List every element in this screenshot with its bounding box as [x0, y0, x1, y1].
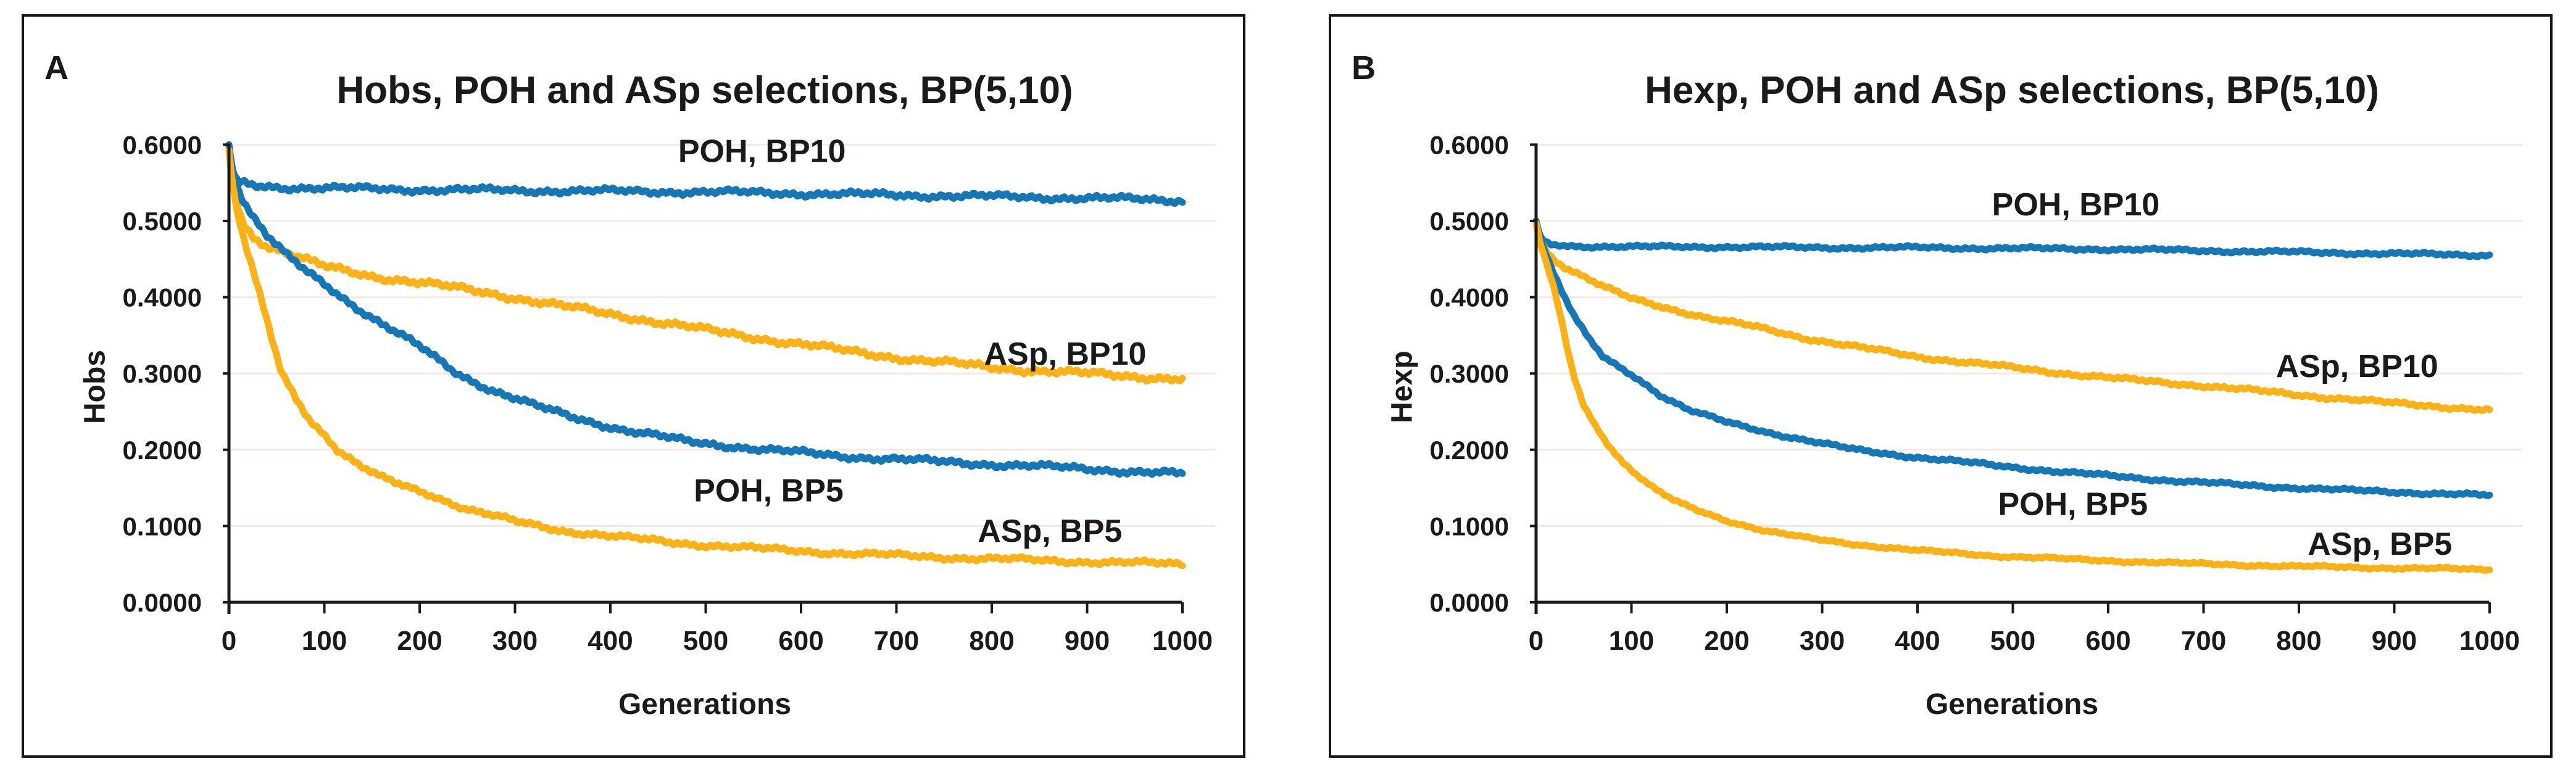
axes-layer: 0 100 200 300 400 500 600 700 800 900 1000 0.6000 0.…: [123, 130, 1213, 656]
chart-a-svg: 0 100 200 300 400 500 600 700 800 900 1000 0.6000 0.…: [44, 49, 1215, 721]
svg-text:0.3000: 0.3000: [1430, 359, 1509, 388]
svg-text:700: 700: [2181, 626, 2226, 656]
panel-b-letter: B: [1352, 49, 1376, 86]
svg-text:400: 400: [1895, 626, 1940, 656]
panel-b: 0 100 200 300 400 500 600 700 800 900 1000 0.6000 0.…: [1329, 14, 2553, 758]
svg-text:0.4000: 0.4000: [123, 283, 202, 312]
svg-text:100: 100: [302, 626, 347, 656]
axes-layer: 0 100 200 300 400 500 600 700 800 900 1000 0.6000 0.…: [1430, 130, 2520, 656]
svg-text:600: 600: [778, 626, 823, 656]
svg-text:POH, BP5: POH, BP5: [1998, 487, 2148, 523]
svg-text:0.2000: 0.2000: [1430, 436, 1509, 465]
panel-b-chart-title: Hexp, POH and ASp selections, BP(5,10): [1645, 69, 2379, 112]
svg-text:0.0000: 0.0000: [1430, 588, 1509, 617]
svg-text:ASp, BP10: ASp, BP10: [2276, 349, 2438, 384]
x-axis-title-a: Generations: [618, 688, 791, 721]
svg-text:ASp, BP5: ASp, BP5: [978, 513, 1122, 549]
svg-text:0.1000: 0.1000: [123, 512, 202, 541]
svg-text:800: 800: [969, 626, 1014, 656]
svg-text:400: 400: [588, 626, 633, 656]
svg-text:0.5000: 0.5000: [123, 207, 202, 236]
svg-text:200: 200: [1704, 626, 1749, 656]
svg-text:POH, BP5: POH, BP5: [694, 473, 844, 508]
svg-text:0.0000: 0.0000: [123, 588, 202, 617]
svg-text:0: 0: [222, 626, 236, 656]
series-labels: POH, BP10 ASp, BP10 POH, BP5 ASp, BP5: [1992, 187, 2453, 562]
svg-text:600: 600: [2085, 626, 2130, 656]
svg-text:800: 800: [2276, 626, 2321, 656]
svg-text:900: 900: [1065, 626, 1110, 656]
svg-text:0.4000: 0.4000: [1430, 283, 1509, 312]
svg-text:300: 300: [492, 626, 538, 656]
svg-text:0.6000: 0.6000: [1430, 130, 1509, 159]
x-axis-title-b: Generations: [1926, 688, 2098, 721]
panel-a-chart-title: Hobs, POH and ASp selections, BP(5,10): [336, 69, 1073, 112]
svg-text:500: 500: [683, 626, 728, 656]
y-axis-title-a: Hobs: [79, 350, 112, 424]
svg-text:100: 100: [1609, 626, 1654, 656]
svg-text:POH, BP10: POH, BP10: [678, 133, 846, 169]
svg-text:300: 300: [1800, 626, 1845, 656]
panel-a: 0 100 200 300 400 500 600 700 800 900 1000 0.6000 0.…: [22, 14, 1245, 758]
svg-text:ASp, BP10: ASp, BP10: [984, 336, 1146, 372]
svg-text:1000: 1000: [1152, 626, 1213, 656]
panel-a-letter: A: [44, 49, 69, 86]
svg-text:1000: 1000: [2459, 626, 2520, 656]
series-curves: [1532, 217, 2493, 574]
svg-text:POH, BP10: POH, BP10: [1992, 187, 2160, 223]
svg-text:0.3000: 0.3000: [123, 359, 202, 388]
svg-text:0.2000: 0.2000: [123, 436, 202, 465]
svg-text:ASp, BP5: ASp, BP5: [2308, 526, 2452, 562]
series-curves: [225, 141, 1186, 570]
series-labels: POH, BP10 ASp, BP10 POH, BP5 ASp, BP5: [678, 133, 1147, 549]
svg-text:700: 700: [874, 626, 919, 656]
svg-text:0: 0: [1529, 626, 1544, 656]
svg-text:500: 500: [1990, 626, 2035, 656]
svg-text:200: 200: [397, 626, 442, 656]
svg-text:0.6000: 0.6000: [123, 130, 202, 159]
chart-b-svg: 0 100 200 300 400 500 600 700 800 900 1000 0.6000 0.…: [1352, 49, 2522, 721]
gridlines: [1536, 143, 2522, 527]
y-axis-title-b: Hexp: [1386, 351, 1419, 423]
svg-text:0.5000: 0.5000: [1430, 207, 1509, 236]
svg-text:900: 900: [2372, 626, 2417, 656]
svg-text:0.1000: 0.1000: [1430, 512, 1509, 541]
